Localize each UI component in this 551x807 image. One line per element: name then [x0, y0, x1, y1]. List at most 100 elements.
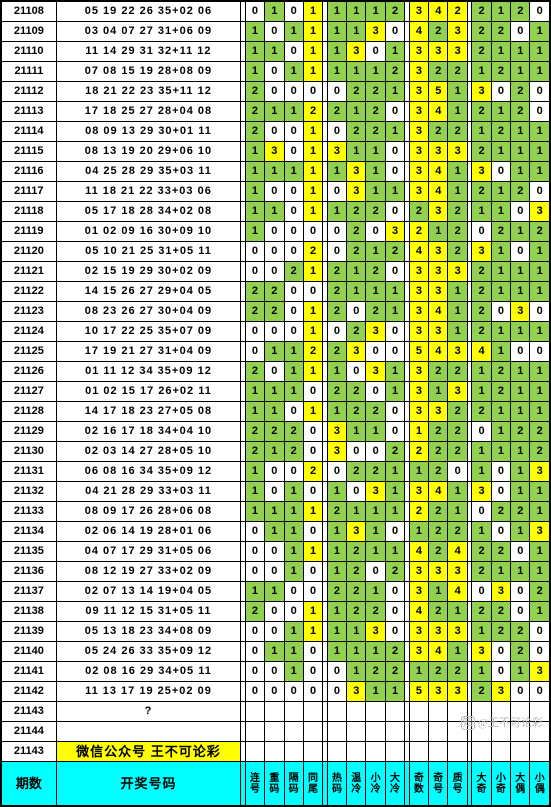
analysis-cell: 2 — [491, 542, 510, 562]
analysis-cell: 4 — [409, 602, 428, 622]
period-id: 21125 — [2, 342, 57, 362]
analysis-cell: 5 — [409, 342, 428, 362]
analysis-cell: 0 — [303, 282, 322, 302]
analysis-cell — [448, 742, 467, 762]
analysis-cell: 0 — [511, 542, 530, 562]
analysis-cell: 1 — [327, 22, 346, 42]
analysis-cell: 0 — [284, 142, 303, 162]
analysis-cell: 0 — [284, 462, 303, 482]
analysis-cell: 3 — [409, 182, 428, 202]
analysis-cell: 0 — [530, 82, 550, 102]
analysis-cell: 3 — [448, 622, 467, 642]
analysis-cell: 0 — [245, 642, 264, 662]
analysis-cell: 1 — [265, 522, 284, 542]
analysis-cell: 0 — [265, 542, 284, 562]
period-id: 21119 — [2, 222, 57, 242]
draw-numbers: 06 08 16 34 35+09 12 — [56, 462, 241, 482]
analysis-cell: 2 — [448, 662, 467, 682]
analysis-cell: 2 — [511, 622, 530, 642]
analysis-cell: 0 — [327, 242, 346, 262]
analysis-cell: 0 — [491, 462, 510, 482]
analysis-cell: 1 — [511, 142, 530, 162]
analysis-cell: 1 — [284, 662, 303, 682]
analysis-cell: 1 — [303, 162, 322, 182]
analysis-cell: 2 — [511, 82, 530, 102]
analysis-cell: 0 — [327, 82, 346, 102]
analysis-cell: 0 — [265, 462, 284, 482]
analysis-cell: 2 — [448, 2, 467, 22]
analysis-cell: 4 — [448, 582, 467, 602]
analysis-cell: 0 — [245, 262, 264, 282]
analysis-cell — [385, 722, 404, 742]
analysis-cell: 1 — [366, 682, 385, 702]
analysis-cell: 1 — [366, 582, 385, 602]
draw-numbers: 18 21 22 23 35+11 12 — [56, 82, 241, 102]
analysis-cell: 0 — [347, 442, 366, 462]
analysis-cell: 1 — [472, 202, 491, 222]
analysis-cell: 1 — [327, 562, 346, 582]
analysis-cell: 0 — [303, 442, 322, 462]
analysis-cell: 1 — [245, 162, 264, 182]
analysis-cell: 1 — [265, 162, 284, 182]
analysis-cell: 3 — [448, 262, 467, 282]
analysis-cell: 3 — [409, 322, 428, 342]
analysis-cell: 1 — [491, 142, 510, 162]
analysis-cell — [491, 742, 510, 762]
analysis-cell: 1 — [530, 362, 550, 382]
analysis-cell: 1 — [303, 2, 322, 22]
analysis-cell: 2 — [429, 362, 448, 382]
analysis-cell: 0 — [327, 322, 346, 342]
analysis-cell: 3 — [347, 342, 366, 362]
analysis-cell: 2 — [366, 122, 385, 142]
analysis-cell: 3 — [472, 642, 491, 662]
analysis-cell: 3 — [409, 102, 428, 122]
analysis-cell: 0 — [491, 82, 510, 102]
analysis-cell: 1 — [511, 162, 530, 182]
analysis-cell: 3 — [448, 382, 467, 402]
analysis-cell: 2 — [472, 542, 491, 562]
analysis-cell: 2 — [491, 502, 510, 522]
analysis-cell: 1 — [429, 582, 448, 602]
analysis-cell: 5 — [409, 682, 428, 702]
analysis-cell: 2 — [284, 262, 303, 282]
analysis-cell: 3 — [530, 462, 550, 482]
analysis-cell: 3 — [429, 142, 448, 162]
analysis-cell: 0 — [491, 302, 510, 322]
analysis-cell: 0 — [245, 622, 264, 642]
analysis-cell: 1 — [327, 42, 346, 62]
analysis-cell: 0 — [245, 562, 264, 582]
analysis-cell: 1 — [265, 42, 284, 62]
analysis-cell: 3 — [429, 682, 448, 702]
analysis-cell: 1 — [284, 562, 303, 582]
analysis-cell: 2 — [347, 402, 366, 422]
analysis-cell — [472, 742, 491, 762]
analysis-cell: 1 — [327, 622, 346, 642]
promo-text: 微信公众号 王不可论彩 — [56, 742, 241, 762]
analysis-cell: 3 — [409, 282, 428, 302]
analysis-cell: 1 — [284, 362, 303, 382]
analysis-cell: 3 — [366, 482, 385, 502]
analysis-cell: 0 — [245, 2, 264, 22]
period-id: 21126 — [2, 362, 57, 382]
period-id: 21118 — [2, 202, 57, 222]
analysis-cell: 1 — [303, 182, 322, 202]
analysis-cell: 2 — [472, 2, 491, 22]
analysis-cell: 1 — [472, 442, 491, 462]
analysis-cell: 2 — [327, 262, 346, 282]
analysis-cell: 1 — [284, 642, 303, 662]
analysis-cell: 0 — [530, 642, 550, 662]
analysis-cell: 0 — [366, 342, 385, 362]
analysis-cell — [409, 702, 428, 722]
analysis-cell: 4 — [429, 302, 448, 322]
analysis-cell: 3 — [448, 342, 467, 362]
analysis-cell: 1 — [245, 502, 264, 522]
analysis-cell: 0 — [530, 102, 550, 122]
analysis-cell: 0 — [530, 682, 550, 702]
analysis-cell: 2 — [366, 262, 385, 282]
analysis-cell — [530, 742, 550, 762]
analysis-cell: 0 — [491, 162, 510, 182]
analysis-cell: 1 — [245, 22, 264, 42]
analysis-cell: 1 — [491, 442, 510, 462]
analysis-cell: 1 — [511, 382, 530, 402]
analysis-cell: 1 — [327, 2, 346, 22]
